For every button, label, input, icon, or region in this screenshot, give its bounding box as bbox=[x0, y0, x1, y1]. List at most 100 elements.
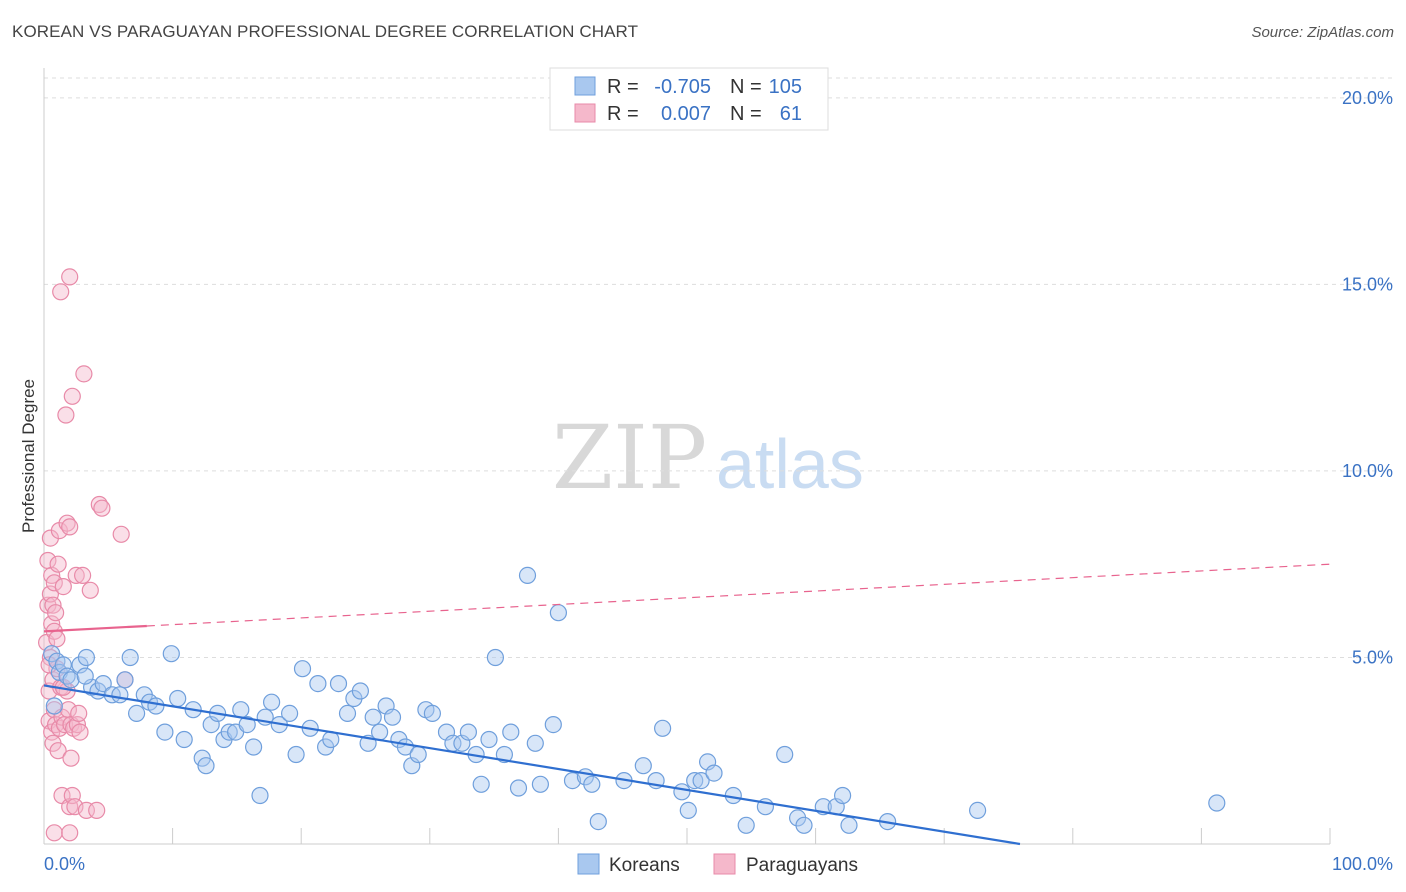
korean-point bbox=[480, 730, 498, 749]
korean-point bbox=[583, 775, 601, 793]
bottom-legend-swatch-paraguayans bbox=[713, 853, 736, 875]
korean-point bbox=[1208, 794, 1226, 812]
korean-point bbox=[673, 783, 691, 801]
y-axis-title: Professional Degree bbox=[19, 379, 38, 533]
koreans-trend-line bbox=[43, 684, 1021, 846]
paraguayan-point bbox=[62, 749, 80, 767]
korean-point bbox=[309, 674, 327, 693]
korean-point bbox=[776, 745, 794, 764]
korean-point bbox=[329, 674, 348, 693]
paraguayan-point bbox=[63, 387, 81, 405]
korean-point bbox=[409, 745, 427, 764]
korean-point bbox=[156, 723, 174, 741]
korean-point bbox=[116, 671, 134, 689]
paraguayan-point bbox=[71, 723, 89, 741]
korean-point bbox=[293, 660, 312, 678]
korean-point bbox=[197, 757, 215, 775]
korean-point bbox=[679, 801, 697, 820]
paraguayan-point bbox=[61, 798, 79, 816]
y-tick-label: 20.0% bbox=[1342, 88, 1393, 108]
x-tick-marks bbox=[172, 828, 1331, 844]
koreans-points bbox=[43, 566, 1226, 834]
korean-point bbox=[162, 645, 180, 663]
korean-point bbox=[472, 775, 490, 793]
paraguayans-trend-line-solid bbox=[43, 624, 147, 633]
korean-point bbox=[459, 723, 477, 741]
paraguayan-point bbox=[81, 581, 99, 599]
korean-point bbox=[486, 648, 504, 667]
legend-n-value-paraguayans: 61 bbox=[780, 103, 802, 125]
paraguayan-point bbox=[45, 574, 63, 592]
gridlines bbox=[44, 77, 1393, 658]
korean-point bbox=[634, 757, 652, 775]
korean-point bbox=[281, 704, 299, 723]
paraguayan-point bbox=[70, 704, 88, 723]
korean-point bbox=[263, 693, 281, 711]
y-tick-labels: 5.0% 10.0% 15.0% 20.0% bbox=[1342, 88, 1393, 668]
paraguayan-point bbox=[61, 824, 79, 842]
korean-point bbox=[563, 771, 582, 790]
korean-point bbox=[169, 689, 187, 708]
paraguayan-point bbox=[88, 801, 106, 820]
legend-swatch-paraguayans bbox=[574, 103, 596, 123]
korean-point bbox=[518, 566, 537, 585]
top-legend: R = -0.705 N = 105 R = 0.007 N = 61 bbox=[549, 67, 829, 131]
paraguayan-point bbox=[112, 525, 130, 543]
korean-point bbox=[245, 738, 263, 756]
korean-point bbox=[737, 816, 755, 834]
top-legend-box bbox=[549, 67, 829, 131]
paraguayan-point bbox=[73, 566, 92, 585]
korean-point bbox=[371, 723, 389, 741]
legend-r-label-koreans: R = bbox=[607, 76, 639, 98]
korean-point bbox=[840, 816, 858, 834]
korean-point bbox=[147, 697, 165, 715]
watermark-atlas: atlas bbox=[716, 425, 864, 503]
paraguayan-point bbox=[46, 604, 65, 622]
y-tick-label: 10.0% bbox=[1342, 461, 1393, 481]
korean-point bbox=[54, 656, 72, 674]
korean-point bbox=[364, 708, 382, 726]
korean-point bbox=[589, 812, 607, 831]
korean-point bbox=[128, 704, 146, 723]
legend-n-value-koreans: 105 bbox=[769, 76, 802, 98]
legend-r-value-koreans: -0.705 bbox=[654, 76, 711, 98]
korean-point bbox=[94, 674, 112, 693]
korean-point bbox=[351, 682, 369, 700]
korean-point bbox=[531, 775, 550, 793]
paraguayan-point bbox=[57, 406, 75, 424]
korean-point bbox=[549, 604, 568, 622]
y-tick-label: 5.0% bbox=[1352, 647, 1393, 667]
bottom-legend-label-koreans: Koreans bbox=[609, 855, 680, 876]
korean-point bbox=[62, 671, 80, 689]
x-tick-label-max: 100.0% bbox=[1332, 854, 1393, 874]
paraguayan-point bbox=[67, 566, 85, 585]
paraguayan-point bbox=[93, 499, 111, 517]
korean-point bbox=[544, 715, 562, 734]
paraguayans-points bbox=[37, 268, 134, 842]
korean-point bbox=[968, 801, 987, 820]
paraguayan-point bbox=[63, 786, 81, 805]
korean-point bbox=[121, 648, 139, 667]
korean-point bbox=[795, 816, 813, 834]
korean-point bbox=[653, 719, 672, 737]
korean-point bbox=[220, 723, 238, 741]
korean-point bbox=[692, 771, 710, 790]
korean-point bbox=[238, 715, 256, 734]
chart-title: KOREAN VS PARAGUAYAN PROFESSIONAL DEGREE… bbox=[12, 22, 639, 41]
paraguayan-point bbox=[48, 630, 66, 648]
korean-point bbox=[502, 723, 520, 741]
korean-point bbox=[287, 745, 305, 764]
korean-point bbox=[251, 786, 269, 805]
watermark-zip: ZIP bbox=[552, 406, 707, 509]
korean-point bbox=[76, 667, 94, 685]
korean-point bbox=[686, 771, 704, 790]
korean-point bbox=[526, 734, 544, 752]
bottom-legend-swatch-koreans bbox=[577, 853, 600, 875]
korean-point bbox=[509, 779, 528, 797]
paraguayans-trend-line-dashed bbox=[146, 563, 1331, 627]
y-tick-label: 15.0% bbox=[1342, 274, 1393, 294]
paraguayan-point bbox=[45, 824, 63, 842]
paraguayan-point bbox=[49, 555, 67, 573]
korean-point bbox=[111, 686, 129, 704]
